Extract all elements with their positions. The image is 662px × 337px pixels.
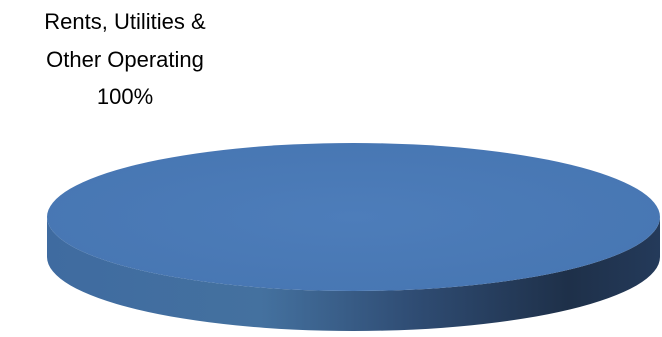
- data-label-line-2: Other Operating: [46, 47, 204, 72]
- pie-slice-rents-utilities-other-operating[interactable]: [47, 143, 660, 291]
- data-label-line-1: Rents, Utilities &: [44, 9, 206, 34]
- pie-slice-group: [47, 143, 660, 331]
- pie-slice-side: [47, 217, 660, 331]
- data-label: Rents, Utilities & Other Operating 100%: [44, 9, 206, 109]
- data-label-percent: 100%: [97, 84, 153, 109]
